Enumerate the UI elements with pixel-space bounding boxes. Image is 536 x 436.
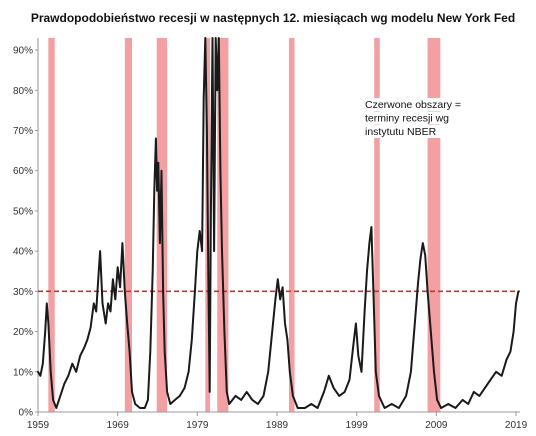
- y-tick-label: 30%: [13, 287, 33, 298]
- x-tick-label: 1969: [107, 420, 130, 431]
- y-tick-label: 60%: [13, 166, 33, 177]
- recession-band: [124, 38, 133, 412]
- recession-band: [374, 38, 380, 412]
- x-tick-label: 2009: [425, 420, 448, 431]
- y-tick-label: 10%: [13, 367, 33, 378]
- series-layer: [37, 37, 520, 409]
- x-tick-label: 1959: [27, 420, 50, 431]
- annotation: Czerwone obszary = terminy recesji wginst…: [362, 98, 466, 138]
- recession-band: [427, 38, 441, 412]
- axes: 0% 10% 20% 30% 40% 50% 60% 70% 80% 90% 1959 1969 197…: [13, 38, 528, 431]
- annotation-bg: [362, 98, 466, 111]
- annotation-line: Czerwone obszary =: [365, 99, 461, 111]
- y-tick-label: 80%: [13, 86, 33, 97]
- recession-band: [288, 38, 295, 412]
- y-tick-label: 40%: [13, 247, 33, 258]
- annotation-bg: [362, 125, 466, 138]
- y-tick-label: 0%: [19, 408, 34, 419]
- x-tick-label: 1979: [186, 420, 209, 431]
- annotation-bg: [362, 111, 466, 125]
- series-line: [37, 37, 520, 409]
- chart-title: Prawdopodobieństwo recesji w następnych …: [31, 11, 515, 25]
- annotation-line: terminy recesji wg: [365, 113, 449, 125]
- annotation-line: instytutu NBER: [365, 126, 437, 138]
- y-tick-label: 20%: [13, 327, 33, 338]
- x-tick-label: 1999: [346, 420, 369, 431]
- y-tick-label: 50%: [13, 206, 33, 217]
- y-tick-label: 70%: [13, 126, 33, 137]
- x-tick-label: 1989: [266, 420, 289, 431]
- recession-band: [217, 38, 229, 412]
- y-tick-label: 90%: [13, 46, 33, 57]
- recession-band: [48, 38, 55, 412]
- x-tick-label: 2019: [505, 420, 528, 431]
